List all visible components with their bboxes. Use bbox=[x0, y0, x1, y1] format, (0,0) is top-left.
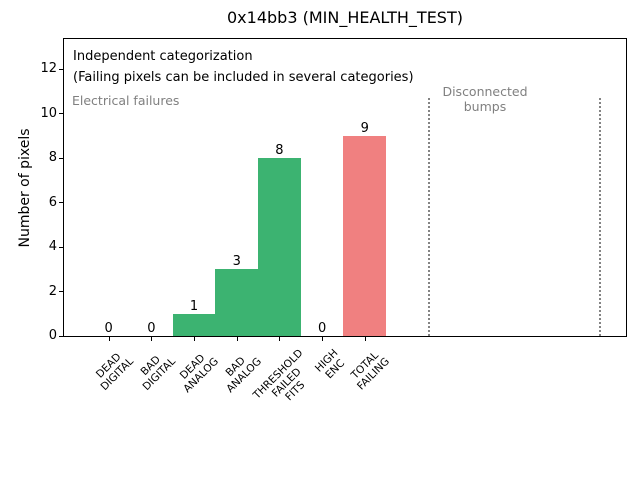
group-label-disconnected-bumps: Disconnected bumps bbox=[442, 84, 528, 114]
bar-value-label: 9 bbox=[360, 120, 369, 136]
y-tick-mark bbox=[59, 68, 63, 70]
group-divider bbox=[427, 97, 430, 336]
y-tick-label: 2 bbox=[48, 283, 57, 299]
bar-value-label: 0 bbox=[104, 321, 113, 336]
y-tick-label: 6 bbox=[48, 194, 57, 210]
bar-bad-analog bbox=[215, 269, 259, 336]
y-tick-label: 10 bbox=[40, 105, 57, 121]
chart-title: 0x14bb3 (MIN_HEALTH_TEST) bbox=[227, 8, 463, 27]
bar-value-label: 0 bbox=[147, 321, 156, 336]
x-tick-mark bbox=[279, 337, 281, 341]
annotation-independent-categorization: Independent categorization bbox=[73, 49, 253, 64]
y-tick-label: 12 bbox=[40, 61, 57, 77]
x-tick-mark bbox=[322, 337, 324, 341]
bar-value-label: 3 bbox=[232, 254, 241, 270]
bar-threshold-failed-fits bbox=[258, 158, 301, 336]
bar-dead-analog bbox=[172, 313, 216, 336]
y-tick-label: 4 bbox=[48, 239, 57, 255]
x-tick-mark bbox=[108, 337, 110, 341]
x-tick-mark bbox=[236, 337, 238, 341]
bar-value-label: 8 bbox=[275, 143, 284, 159]
x-tick-mark bbox=[364, 337, 366, 341]
x-tick-mark bbox=[194, 337, 196, 341]
bar-total-failing bbox=[343, 135, 387, 336]
y-tick-mark bbox=[59, 246, 63, 248]
y-tick-label: 0 bbox=[48, 328, 57, 343]
annotation-categories-note: (Failing pixels can be included in sever… bbox=[73, 70, 414, 85]
y-tick-mark bbox=[59, 157, 63, 159]
group-label-electrical-failures: Electrical failures bbox=[72, 93, 180, 108]
y-tick-mark bbox=[59, 335, 63, 337]
y-tick-mark bbox=[59, 202, 63, 204]
x-tick-mark bbox=[151, 337, 153, 341]
bar-value-label: 0 bbox=[317, 321, 327, 336]
x-tick-label-text: TOTAL FAILING bbox=[348, 349, 392, 393]
y-tick-label: 8 bbox=[48, 150, 57, 166]
bar-value-label: 1 bbox=[189, 298, 199, 314]
y-tick-mark bbox=[59, 113, 63, 115]
y-tick-mark bbox=[59, 291, 63, 293]
group-divider bbox=[598, 97, 601, 336]
